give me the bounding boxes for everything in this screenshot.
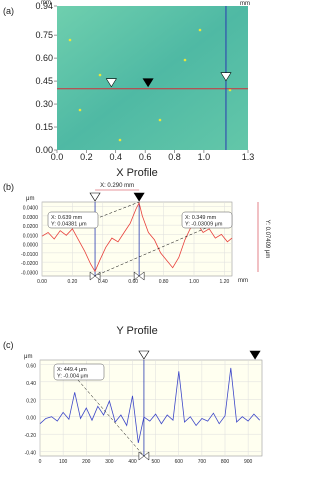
cursor-marker [89,192,101,202]
x-tick-label: 0.6 [139,152,152,162]
annotation-box [181,211,233,229]
speck [68,38,72,42]
annotation-text: X: 0.639 mm [51,215,83,221]
marker [105,78,117,88]
y-unit: mm [41,0,51,6]
annotation-box [53,363,105,381]
y-unit: μm [24,354,32,360]
x-unit: mm [238,278,248,284]
speck [228,88,232,92]
speck [98,73,102,77]
speck [198,28,202,32]
y-tick-label: 0.75 [35,30,53,40]
annotation-text: Y: 0.04381 μm [51,222,87,228]
right-label: Y: 0.07409 μm [264,220,270,259]
annotation-text: Y: -0.03009 μm [185,222,223,228]
x-tick-label: 0 [39,459,42,465]
x-tick-label: 600 [175,459,184,465]
x-tick-label: 1.3 [242,152,255,162]
marker [142,78,154,88]
x-tick-label: 0.60 [128,279,138,285]
y-tick-label: 0.94 [35,1,53,11]
leader-line [94,227,207,277]
y-tick-label: -0.0200 [21,261,38,267]
annotation-text: X: 0.349 mm [185,215,217,221]
y-tick-label: 0.00 [35,145,53,155]
x-tick-label: 0.8 [168,152,181,162]
x-tick-label: 900 [244,459,253,465]
y-tick-label: 0.20 [26,398,36,404]
x-tick-label: 0.2 [80,152,93,162]
x-tick-label: 0.40 [98,279,108,285]
panel-title: X Profile [116,167,158,179]
y-tick-label: 0.0400 [23,206,39,212]
y-tick-label: 0.45 [35,76,53,86]
y-tick-label: 0.60 [35,53,53,63]
x-tick-label: 0.20 [68,279,78,285]
speck [118,138,122,142]
panel-label: (c) [3,340,14,350]
cursor-marker [133,192,145,202]
panel-label: (b) [3,182,14,192]
x-tick-label: 0.4 [110,152,123,162]
x-tick-label: 200 [82,459,91,465]
x-tick-label: 0.0 [51,152,64,162]
speck [158,118,162,122]
y-tick-label: -0.20 [25,433,37,439]
x-tick-label: 800 [221,459,230,465]
marker [220,72,232,82]
x-tick-label: 0.00 [37,279,47,285]
y-tick-label: -0.0100 [21,252,38,258]
profile-line [39,367,260,443]
x-tick-label: 100 [59,459,68,465]
annotation-text: Y: -0.004 μm [57,374,89,380]
y-tick-label: 0.0300 [23,215,39,221]
image-area [57,6,248,150]
x-tick-label: 500 [151,459,160,465]
cursor-marker [138,350,150,360]
y-unit: μm [26,196,34,202]
annotation-box [47,211,99,229]
y-tick-label: 0.15 [35,122,53,132]
y-tick-label: 0.0000 [23,243,39,249]
x-tick-label: 0.80 [159,279,169,285]
y-tick-label: 0.00 [26,416,36,422]
y-tick-label: -0.0300 [21,270,38,276]
y-tick-label: -0.40 [25,451,37,457]
x-tick-label: 1.00 [189,279,199,285]
panel-title: Y Profile [116,325,157,337]
cursor-marker [249,350,261,360]
x-tick-label: 400 [128,459,137,465]
x-unit: mm [240,1,250,7]
figure: (a) 0.940.750.600.450.300.150.000.0 0.2 0.4… [3,0,270,465]
range-label: X: 0.290 mm [100,183,134,189]
speck [183,58,187,62]
y-tick-label: 0.40 [26,381,36,387]
x-tick-label: 1.0 [198,152,211,162]
panel-label: (a) [3,6,14,16]
x-tick-label: 700 [198,459,207,465]
cursor-foot [138,451,150,461]
x-tick-label: 300 [105,459,114,465]
speck [78,108,82,112]
x-tick-label: 1.20 [220,279,230,285]
y-tick-label: 0.0100 [23,233,39,239]
y-tick-label: 0.60 [26,363,36,369]
leader-line [77,379,145,457]
y-tick-label: 0.0200 [23,224,39,230]
annotation-text: X: 449.4 μm [57,367,87,373]
cursor-foot [133,271,145,281]
y-tick-label: 0.30 [35,99,53,109]
